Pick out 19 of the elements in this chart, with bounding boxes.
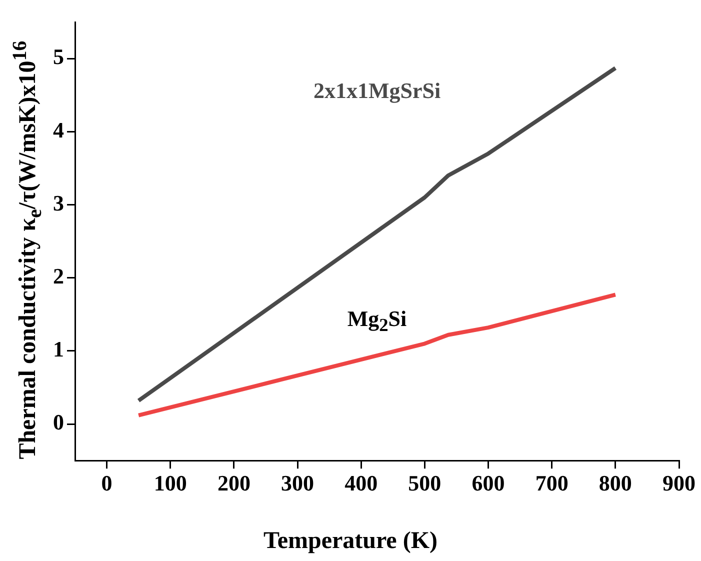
y-tick-label: 0 <box>53 410 64 435</box>
x-tick-label: 400 <box>344 470 378 496</box>
x-tick-label: 200 <box>217 470 250 496</box>
x-axis-title: Temperature (K) <box>262 528 438 555</box>
x-tick-label: 600 <box>472 470 505 496</box>
text: 2x1x1MgSrSi <box>313 78 441 104</box>
x-tick-label: 700 <box>535 470 568 496</box>
x-tick-label: 800 <box>598 470 632 496</box>
x-tick-label: 900 <box>662 470 696 496</box>
y-tick-label: 3 <box>53 190 64 216</box>
y-tick-label: 1 <box>53 336 64 362</box>
x-tick-label: 0 <box>101 470 112 496</box>
y-tick-label: 2 <box>53 264 64 289</box>
series-label: Mg$_{2}$Si <box>347 305 407 336</box>
x-tick-label: 300 <box>281 470 314 496</box>
y-tick-label: 4 <box>53 117 64 142</box>
y-tick-label: 5 <box>53 44 64 70</box>
x-tick-label: 500 <box>408 470 442 496</box>
x-tick-label: 100 <box>154 470 187 496</box>
